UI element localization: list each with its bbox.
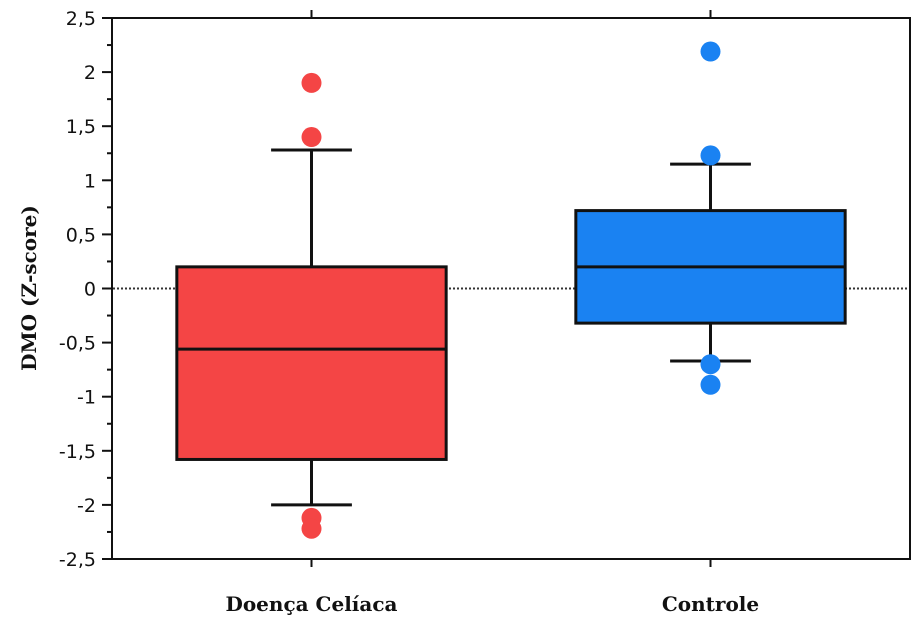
boxes: [175, 41, 847, 539]
category-labels: Doença Celíaca Controle: [226, 592, 760, 616]
category-label: Doença Celíaca: [226, 592, 398, 616]
y-tick-label: -2,5: [59, 549, 96, 571]
y-tick-label: 2: [84, 62, 96, 84]
y-tick-label: 0: [84, 279, 96, 301]
y-tick-label: -1,5: [59, 441, 96, 463]
outlier-point: [700, 145, 721, 166]
y-tick-label: -2: [77, 495, 96, 517]
y-tick-label: -0,5: [59, 333, 96, 355]
outlier-point: [301, 72, 322, 93]
y-tick-label: 1: [84, 170, 96, 192]
iqr-box: [175, 265, 448, 461]
outlier-point: [301, 518, 322, 539]
box-group: [175, 72, 448, 539]
y-tick-label: 0,5: [66, 224, 96, 246]
box-group: [574, 41, 847, 395]
y-tick-label: -1: [77, 387, 96, 409]
y-axis-title: DMO (Z-score): [17, 205, 41, 371]
y-tick-label: 1,5: [66, 116, 96, 138]
outlier-point: [700, 354, 721, 375]
outlier-point: [301, 127, 322, 148]
outlier-point: [700, 374, 721, 395]
y-tick-label: 2,5: [66, 8, 96, 30]
y-axis-ticks: 2,5 2 1,5 1 0,5 0 -0,5 -1 -1,5 -2 -2,5: [59, 8, 712, 571]
outlier-point: [700, 41, 721, 62]
category-label: Controle: [662, 592, 759, 616]
